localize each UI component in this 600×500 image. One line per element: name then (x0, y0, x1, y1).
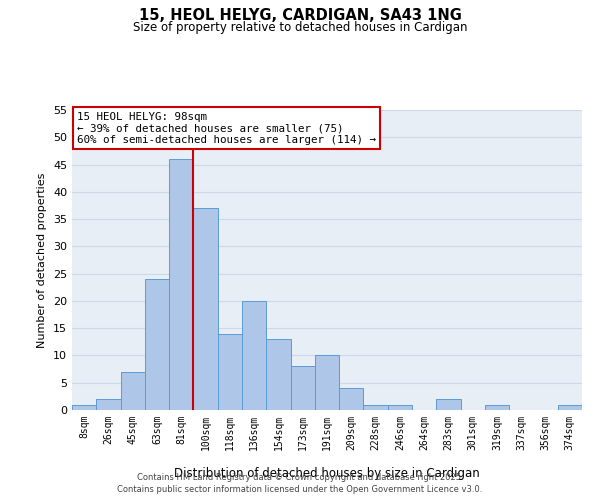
Bar (315, 356, 339, 410)
Bar (72, 404, 96, 410)
Bar (339, 388, 364, 410)
Bar (121, 372, 145, 410)
Bar (290, 366, 315, 410)
Bar (558, 404, 582, 410)
Bar (388, 404, 412, 410)
Bar (96, 399, 121, 410)
Bar (364, 404, 388, 410)
Y-axis label: Number of detached properties: Number of detached properties (37, 172, 47, 348)
Bar (242, 301, 266, 410)
Bar (193, 208, 218, 410)
Bar (145, 279, 169, 410)
Bar (266, 339, 290, 410)
Bar (436, 399, 461, 410)
Text: Size of property relative to detached houses in Cardigan: Size of property relative to detached ho… (133, 21, 467, 34)
Bar (485, 404, 509, 410)
Bar (218, 334, 242, 410)
Text: Contains HM Land Registry data © Crown copyright and database right 2025.
Contai: Contains HM Land Registry data © Crown c… (118, 473, 482, 494)
Text: Distribution of detached houses by size in Cardigan: Distribution of detached houses by size … (174, 467, 480, 480)
Bar (169, 159, 193, 410)
Text: 15, HEOL HELYG, CARDIGAN, SA43 1NG: 15, HEOL HELYG, CARDIGAN, SA43 1NG (139, 8, 461, 22)
Text: 15 HEOL HELYG: 98sqm
← 39% of detached houses are smaller (75)
60% of semi-detac: 15 HEOL HELYG: 98sqm ← 39% of detached h… (77, 112, 376, 144)
